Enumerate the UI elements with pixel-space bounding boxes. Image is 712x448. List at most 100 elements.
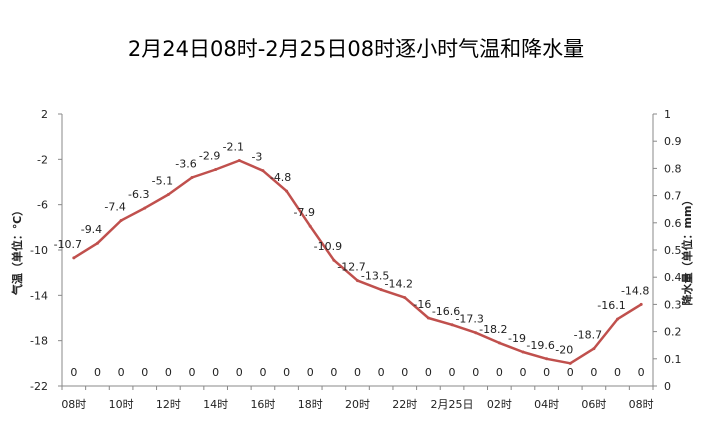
temperature-data-label: -14.8 (621, 284, 649, 297)
temperature-data-label: -9.4 (81, 223, 102, 236)
temperature-data-label: -17.3 (455, 313, 483, 326)
temperature-point (639, 302, 643, 306)
temperature-point (143, 206, 147, 210)
temperature-point (616, 317, 620, 321)
left-y-tick-label: 2 (41, 108, 48, 121)
temperature-data-label: -6.3 (128, 188, 149, 201)
left-y-tick-label: -6 (37, 199, 48, 212)
precipitation-data-label: 0 (283, 366, 290, 379)
temperature-data-label: -16 (413, 298, 431, 311)
temperature-data-label: -18.7 (574, 329, 602, 342)
x-tick-label: 18时 (298, 398, 323, 411)
temperature-point (545, 357, 549, 361)
temperature-data-label: -3.6 (175, 157, 196, 170)
temperature-point (72, 256, 76, 260)
temperature-point (190, 175, 194, 179)
precipitation-data-label: 0 (118, 366, 125, 379)
x-tick-label: 20时 (345, 398, 370, 411)
temperature-data-label: -10.7 (54, 238, 82, 251)
temperature-point (426, 316, 430, 320)
temperature-point (568, 361, 572, 365)
right-y-tick-label: 0.7 (664, 190, 682, 203)
x-tick-label: 08时 (61, 398, 86, 411)
temperature-point (214, 168, 218, 172)
series-layer (72, 158, 643, 365)
precipitation-data-label: 0 (94, 366, 101, 379)
axis-ticks: 2 -2 -6 -10 -14 -18 -22 1 0.9 0.8 0.7 0.6 0.5 0.4 0.3 0… (30, 108, 681, 411)
x-tick-label: 16时 (250, 398, 275, 411)
left-axis-label: 气温（单位：℃） (10, 205, 24, 296)
temperature-point (474, 331, 478, 335)
right-y-tick-label: 0.6 (664, 217, 682, 230)
temperature-point (119, 219, 123, 223)
right-y-tick-label: 1 (664, 108, 671, 121)
precipitation-data-label: 0 (590, 366, 597, 379)
left-y-tick-label: -14 (30, 289, 48, 302)
temperature-point (521, 350, 525, 354)
precipitation-data-label: 0 (354, 366, 361, 379)
temperature-point (166, 192, 170, 196)
temperature-data-label: -20 (555, 343, 573, 356)
x-tick-label: 14时 (203, 398, 228, 411)
precipitation-data-label: 0 (519, 366, 526, 379)
temperature-data-label: -13.5 (361, 270, 389, 283)
temperature-data-label: -3 (251, 151, 262, 164)
temperature-point (308, 224, 312, 228)
left-y-tick-label: -10 (30, 244, 48, 257)
precipitation-data-label: 0 (401, 366, 408, 379)
precipitation-data-label: 0 (141, 366, 148, 379)
right-y-tick-label: 0.4 (664, 271, 682, 284)
precipitation-data-label: 0 (614, 366, 621, 379)
precipitation-data-label: 0 (330, 366, 337, 379)
precipitation-data-label: 0 (70, 366, 77, 379)
right-y-tick-label: 0.1 (664, 353, 682, 366)
temperature-data-label: -4.8 (270, 171, 291, 184)
precipitation-data-label: 0 (236, 366, 243, 379)
precipitation-data-label: 0 (567, 366, 574, 379)
precipitation-data-label: 0 (496, 366, 503, 379)
right-axis-label: 降水量（单位：mm） (680, 195, 694, 306)
x-tick-label: 06时 (581, 398, 606, 411)
temperature-data-label: -18.2 (479, 323, 507, 336)
temperature-data-label: -16.6 (432, 305, 460, 318)
temperature-point (379, 288, 383, 292)
right-y-tick-label: 0 (664, 380, 671, 393)
temperature-data-label: -14.2 (385, 278, 413, 291)
precipitation-data-label: 0 (165, 366, 172, 379)
temperature-point (95, 241, 99, 245)
precipitation-data-label: 0 (449, 366, 456, 379)
temperature-point (237, 158, 241, 162)
temperature-data-label: -10.9 (314, 240, 342, 253)
precipitation-data-label: 0 (425, 366, 432, 379)
x-tick-label: 08时 (629, 398, 654, 411)
x-tick-label: 04时 (534, 398, 559, 411)
x-tick-label: 12时 (156, 398, 181, 411)
temperature-data-label: -5.1 (152, 174, 173, 187)
left-y-tick-label: -2 (37, 153, 48, 166)
precipitation-data-label: 0 (472, 366, 479, 379)
temperature-point (261, 169, 265, 173)
temperature-data-label: -19 (508, 332, 526, 345)
x-tick-label: 10时 (109, 398, 134, 411)
temperature-data-label: -7.4 (104, 201, 125, 214)
temperature-data-label: -19.6 (526, 339, 554, 352)
right-y-tick-label: 0.3 (664, 298, 682, 311)
temperature-point (332, 258, 336, 262)
temperature-data-label: -12.7 (337, 261, 365, 274)
temperature-point (285, 189, 289, 193)
precipitation-data-label: 0 (259, 366, 266, 379)
temperature-data-label: -7.9 (293, 206, 314, 219)
left-y-tick-label: -22 (30, 380, 48, 393)
temperature-point (450, 323, 454, 327)
x-tick-label: 22时 (392, 398, 417, 411)
precipitation-data-label: 0 (307, 366, 314, 379)
left-y-tick-label: -18 (30, 335, 48, 348)
temperature-data-label: -16.1 (597, 299, 625, 312)
precipitation-data-label: 0 (638, 366, 645, 379)
temperature-point (356, 279, 359, 283)
temperature-point (497, 341, 501, 345)
temperature-data-label: -2.9 (199, 150, 220, 163)
precipitation-data-label: 0 (378, 366, 385, 379)
temperature-point (592, 347, 596, 351)
